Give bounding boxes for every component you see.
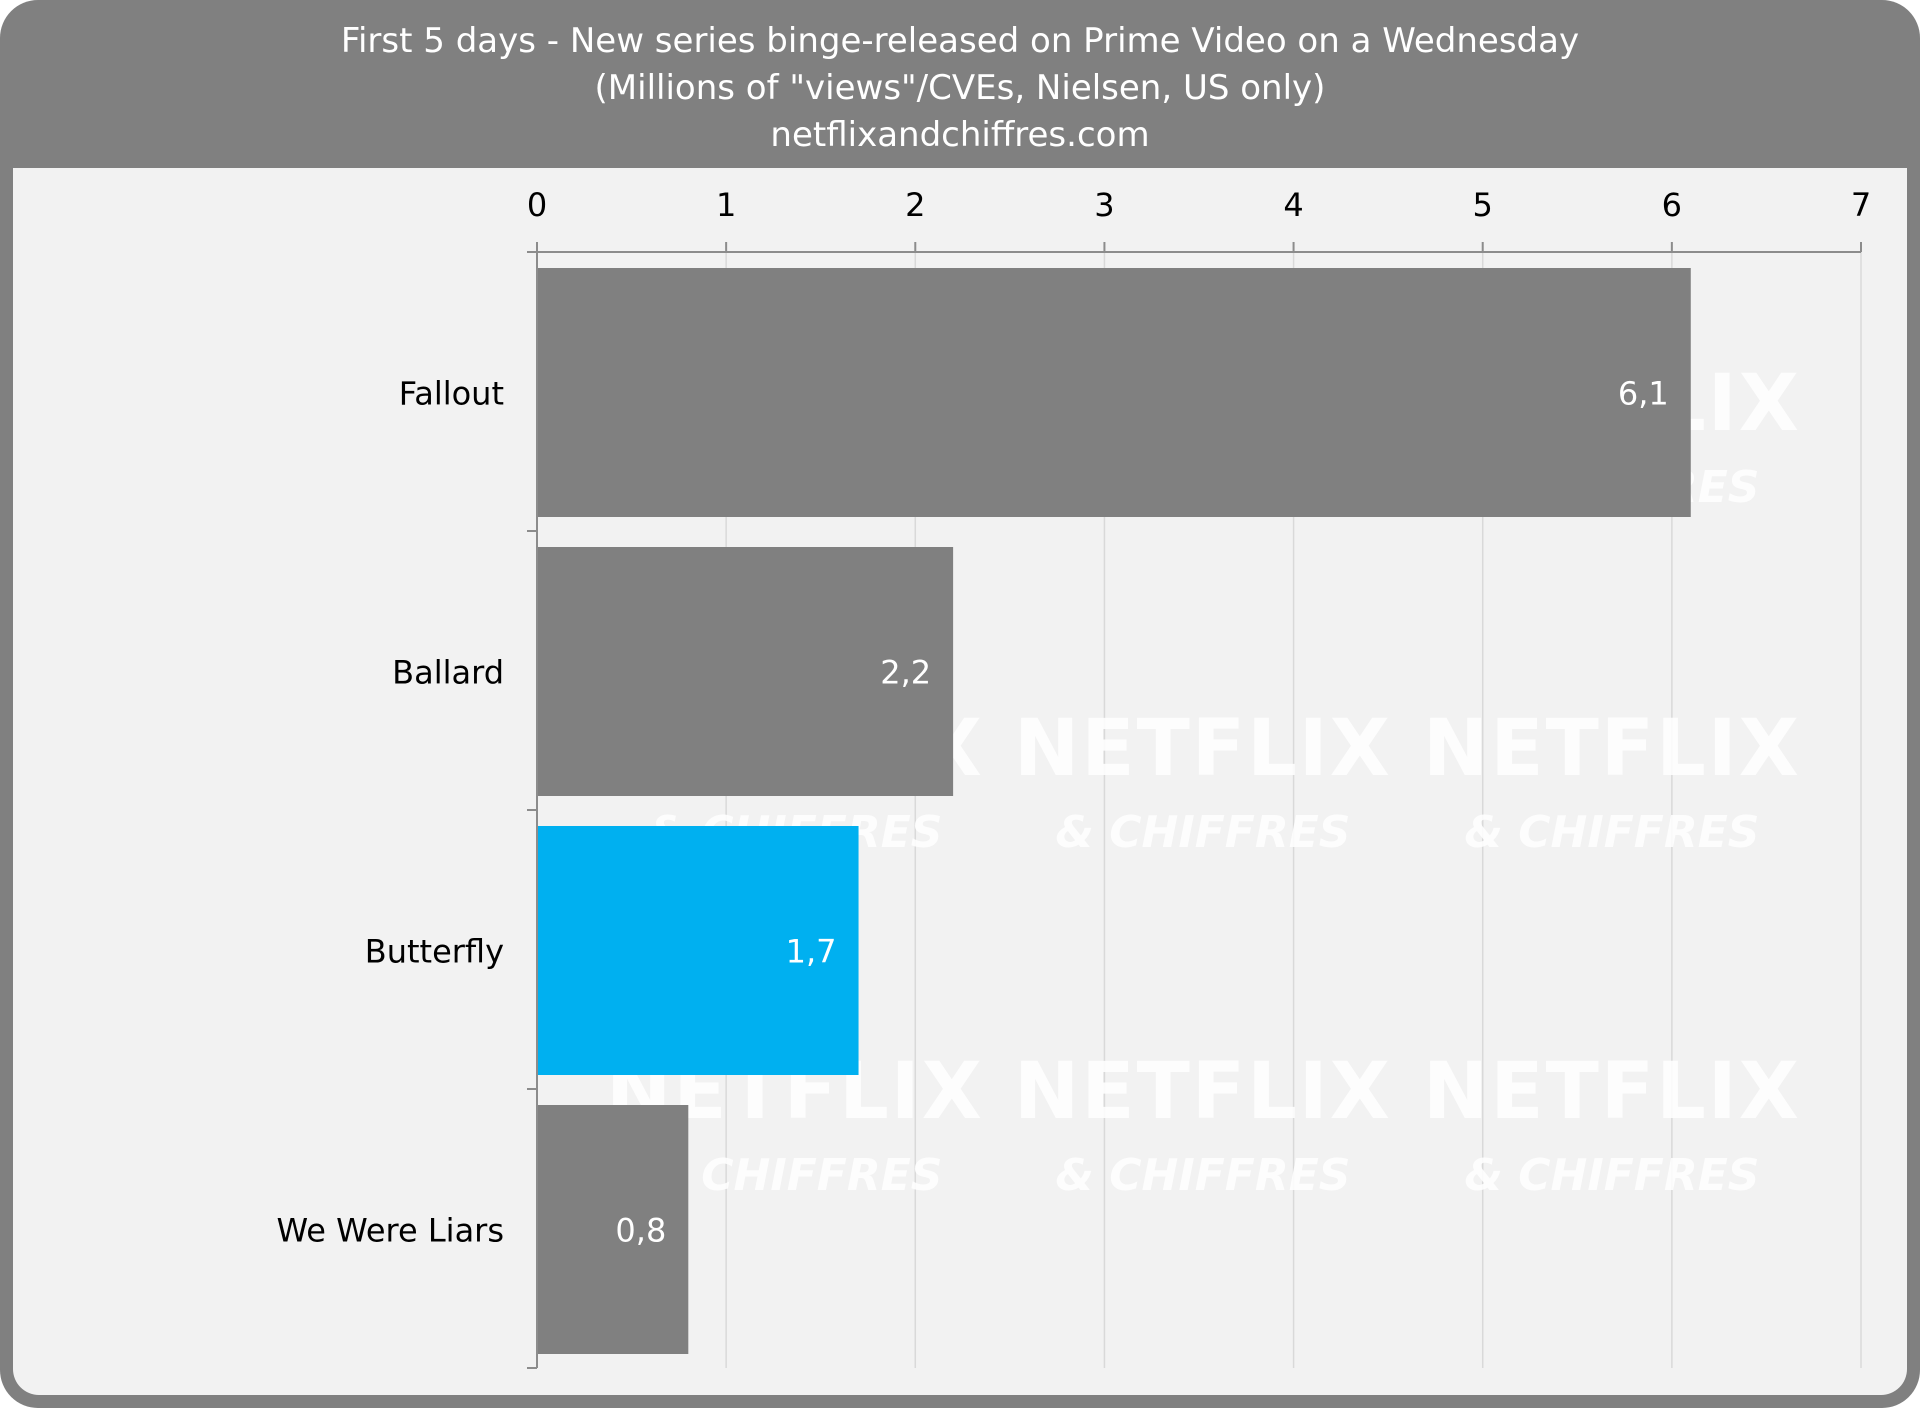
x-tick-label: 3 — [1094, 186, 1114, 224]
bar — [537, 826, 859, 1075]
x-tick-label: 1 — [716, 186, 736, 224]
watermark-text: NETFLIX — [1423, 1047, 1801, 1137]
watermark-text: NETFLIX — [1014, 704, 1392, 794]
category-label: Ballard — [392, 654, 504, 692]
watermark-text: NETFLIX — [1423, 704, 1801, 794]
bar — [537, 547, 954, 796]
data-label: 0,8 — [615, 1212, 666, 1250]
watermark-text: & CHIFFRES — [648, 1150, 943, 1201]
bar — [537, 268, 1691, 517]
watermark-text: & CHIFFRES — [1056, 807, 1351, 858]
x-tick-label: 6 — [1662, 186, 1682, 224]
chart-title: First 5 days - New series binge-released… — [340, 21, 1580, 61]
chart-header: First 5 days - New series binge-released… — [0, 0, 1920, 168]
category-label: We Were Liars — [276, 1212, 504, 1250]
category-label: Fallout — [399, 375, 504, 413]
data-label: 2,2 — [880, 654, 931, 692]
x-tick-label: 0 — [527, 186, 547, 224]
category-label: Butterfly — [365, 933, 504, 971]
chart-subtitle: (Millions of "views"/CVEs, Nielsen, US o… — [594, 68, 1326, 108]
x-tick-label: 4 — [1283, 186, 1303, 224]
x-tick-label: 7 — [1851, 186, 1871, 224]
x-tick-label: 5 — [1473, 186, 1493, 224]
watermark-text: & CHIFFRES — [1056, 1150, 1351, 1201]
watermark-text: & CHIFFRES — [1465, 1150, 1760, 1201]
chart-source: netflixandchiffres.com — [770, 115, 1150, 155]
watermark-text: NETFLIX — [1014, 1047, 1392, 1137]
data-label: 1,7 — [786, 933, 837, 971]
watermark-text: & CHIFFRES — [1465, 807, 1760, 858]
bar — [537, 1105, 689, 1354]
data-label: 6,1 — [1618, 375, 1669, 413]
x-tick-label: 2 — [905, 186, 925, 224]
